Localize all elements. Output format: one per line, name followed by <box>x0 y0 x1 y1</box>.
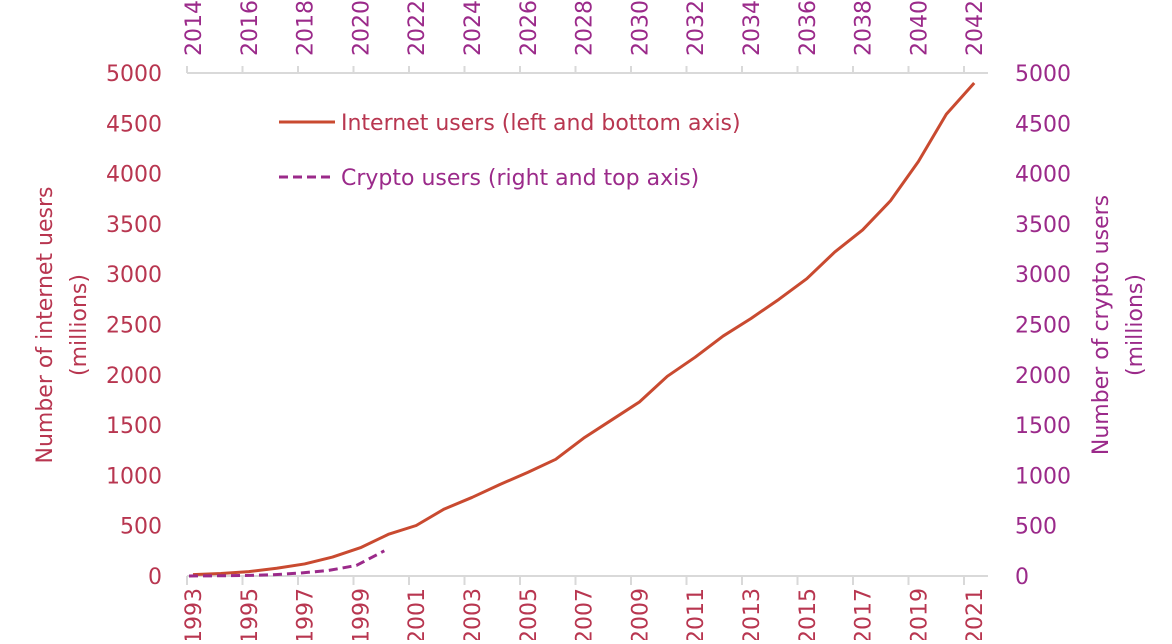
crypto-users-line <box>188 549 385 578</box>
axes <box>186 66 988 585</box>
bottom-tick-label: 2017 <box>852 588 877 640</box>
bottom-tick-label: 2003 <box>461 588 486 640</box>
left-tick-label: 500 <box>120 515 162 540</box>
left-tick-label: 4500 <box>106 112 162 137</box>
top-tick-label: 2036 <box>796 0 821 56</box>
internet-users-line <box>192 82 976 577</box>
bottom-tick-label: 1999 <box>349 588 374 640</box>
right-tick-label: 5000 <box>1015 62 1071 87</box>
right-axis-title: Number of crypto users <box>1089 195 1114 455</box>
bottom-tick-label: 2009 <box>628 588 653 640</box>
left-tick-label: 0 <box>148 565 162 590</box>
top-tick-label: 2028 <box>573 0 598 56</box>
right-axis-title-unit: (millions) <box>1123 274 1148 376</box>
right-tick-label: 3000 <box>1015 263 1071 288</box>
top-tick-label: 2022 <box>405 0 430 56</box>
top-tick-label: 2026 <box>517 0 542 56</box>
bottom-tick-label: 2001 <box>405 588 430 640</box>
bottom-tick-label: 1993 <box>182 588 207 640</box>
bottom-tick-label: 1997 <box>294 588 319 640</box>
top-tick-label: 2032 <box>684 0 709 56</box>
top-tick-label: 2024 <box>461 0 486 56</box>
bottom-tick-label: 2015 <box>796 588 821 640</box>
right-tick-label: 3500 <box>1015 213 1071 238</box>
left-tick-label: 3500 <box>106 213 162 238</box>
left-axis-title-unit: (millions) <box>67 274 92 376</box>
top-tick-label: 2020 <box>349 0 374 56</box>
top-tick-label: 2030 <box>628 0 653 56</box>
series-lines <box>188 82 976 578</box>
left-tick-label: 2500 <box>106 314 162 339</box>
top-tick-label: 2042 <box>963 0 988 56</box>
top-tick-label: 2014 <box>182 0 207 56</box>
legend: Internet users (left and bottom axis) Cr… <box>279 111 741 191</box>
top-tick-label: 2040 <box>907 0 932 56</box>
top-tick-label: 2034 <box>740 0 765 56</box>
left-tick-label: 4000 <box>106 163 162 188</box>
bottom-tick-label: 2021 <box>963 588 988 640</box>
right-tick-label: 2500 <box>1015 314 1071 339</box>
right-tick-label: 1500 <box>1015 414 1071 439</box>
left-tick-label: 1500 <box>106 414 162 439</box>
left-tick-label: 1000 <box>106 464 162 489</box>
bottom-tick-label: 2005 <box>517 588 542 640</box>
left-tick-label: 3000 <box>106 263 162 288</box>
top-tick-label: 2016 <box>238 0 263 56</box>
bottom-tick-label: 2019 <box>907 588 932 640</box>
legend-internet-label: Internet users (left and bottom axis) <box>341 111 741 136</box>
left-tick-label: 2000 <box>106 364 162 389</box>
bottom-tick-label: 2011 <box>684 588 709 640</box>
top-tick-label: 2018 <box>294 0 319 56</box>
bottom-tick-label: 2013 <box>740 588 765 640</box>
legend-crypto-label: Crypto users (right and top axis) <box>341 166 699 191</box>
right-tick-label: 0 <box>1015 565 1029 590</box>
top-tick-label: 2038 <box>852 0 877 56</box>
left-tick-label: 5000 <box>106 62 162 87</box>
bottom-tick-label: 2007 <box>573 588 598 640</box>
left-axis-title: Number of internet uesrs <box>33 187 58 464</box>
right-tick-label: 4000 <box>1015 163 1071 188</box>
right-tick-label: 4500 <box>1015 112 1071 137</box>
right-tick-label: 500 <box>1015 515 1057 540</box>
tick-labels: 0 0 500 500 1000 1000 1500 1500 2000 2000 2500 2500… <box>106 0 1071 644</box>
bottom-tick-label: 1995 <box>238 588 263 640</box>
right-tick-label: 1000 <box>1015 464 1071 489</box>
right-tick-label: 2000 <box>1015 364 1071 389</box>
